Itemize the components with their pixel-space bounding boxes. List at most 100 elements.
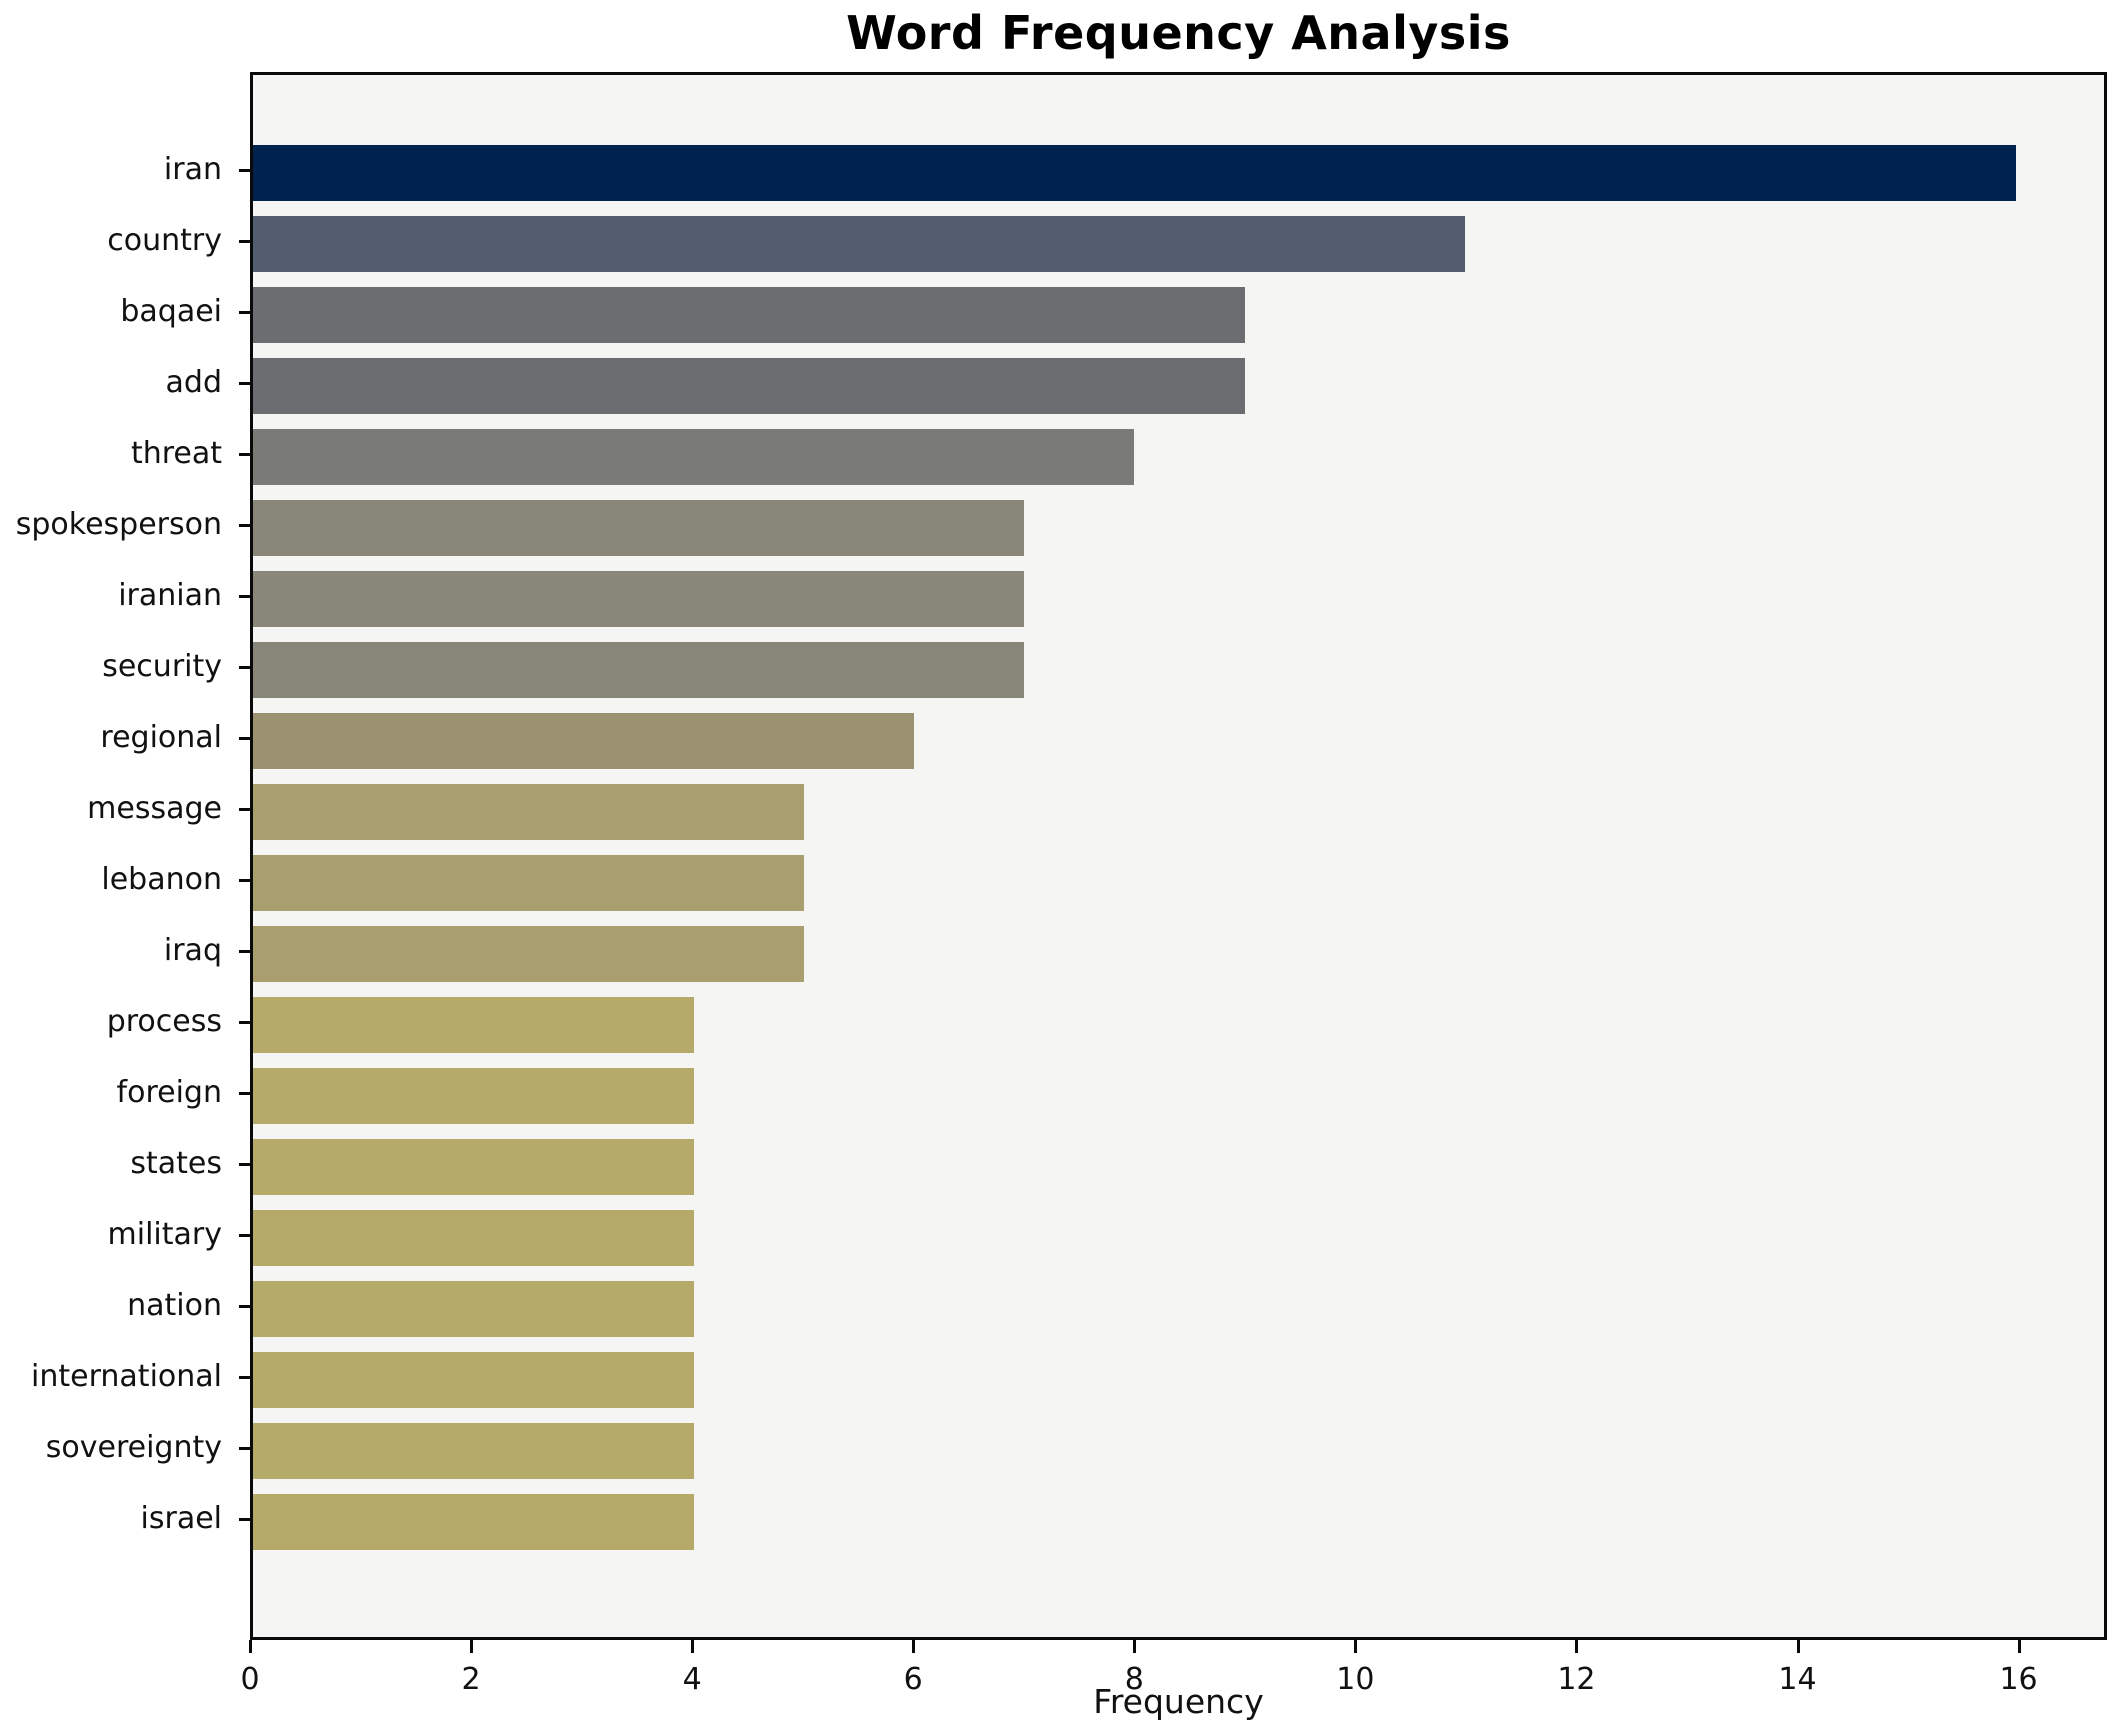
bar-row (253, 216, 2104, 272)
y-tick-mark (239, 879, 250, 882)
x-tick-mark (1575, 1640, 1579, 1653)
bar-row (253, 358, 2104, 414)
bar-regional (253, 713, 915, 769)
y-tick-mark (239, 950, 250, 953)
bar-row (253, 429, 2104, 485)
x-tick-mark (249, 1640, 252, 1653)
y-tick-label-country: country (107, 223, 222, 258)
y-tick-mark (239, 311, 250, 314)
y-tick-label-military: military (107, 1217, 222, 1252)
y-tick-label-security: security (102, 649, 222, 684)
y-tick-mark (239, 808, 250, 811)
x-tick-label-6: 6 (903, 1662, 923, 1697)
y-tick-mark (239, 382, 250, 385)
bar-security (253, 642, 1025, 698)
bar-row (253, 784, 2104, 840)
y-tick-mark (239, 737, 250, 740)
y-tick-mark (239, 524, 250, 527)
y-tick-label-nation: nation (127, 1288, 222, 1323)
x-tick-mark (1354, 1640, 1358, 1653)
y-tick-mark (239, 1305, 250, 1308)
y-tick-label-states: states (130, 1146, 222, 1181)
bar-process (253, 997, 694, 1053)
bar-row (253, 145, 2104, 201)
bar-nation (253, 1281, 694, 1337)
y-tick-mark (239, 666, 250, 669)
y-tick-label-iran: iran (163, 152, 222, 187)
x-tick-label-16: 16 (1999, 1662, 2038, 1697)
x-tick-label-8: 8 (1124, 1662, 1144, 1697)
y-tick-label-lebanon: lebanon (101, 862, 222, 897)
bar-row (253, 713, 2104, 769)
y-tick-label-add: add (165, 365, 222, 400)
bar-add (253, 358, 1245, 414)
bar-lebanon (253, 855, 804, 911)
bar-international (253, 1352, 694, 1408)
bar-foreign (253, 1068, 694, 1124)
bar-row (253, 1352, 2104, 1408)
x-tick-mark (691, 1640, 695, 1653)
plot-area (250, 72, 2107, 1640)
x-tick-label-2: 2 (461, 1662, 481, 1697)
bar-threat (253, 429, 1135, 485)
x-tick-mark (470, 1640, 474, 1653)
y-tick-mark (239, 1021, 250, 1024)
y-tick-mark (239, 1518, 250, 1521)
y-tick-label-israel: israel (140, 1501, 222, 1536)
y-tick-mark (239, 240, 250, 243)
chart-title: Word Frequency Analysis (846, 6, 1511, 60)
y-tick-mark (239, 1163, 250, 1166)
bar-row (253, 1423, 2104, 1479)
bar-row (253, 1068, 2104, 1124)
bar-row (253, 926, 2104, 982)
y-tick-mark (239, 1376, 250, 1379)
y-tick-label-baqaei: baqaei (120, 294, 222, 329)
bar-military (253, 1210, 694, 1266)
y-tick-label-message: message (87, 791, 222, 826)
bar-israel (253, 1494, 694, 1550)
y-tick-mark (239, 169, 250, 172)
x-tick-label-4: 4 (682, 1662, 702, 1697)
bar-iranian (253, 571, 1025, 627)
y-tick-label-regional: regional (100, 720, 222, 755)
x-tick-label-12: 12 (1557, 1662, 1596, 1697)
x-tick-mark (912, 1640, 916, 1653)
x-tick-label-0: 0 (240, 1662, 260, 1697)
bar-iran (253, 145, 2016, 201)
y-tick-label-iranian: iranian (118, 578, 222, 613)
bar-message (253, 784, 804, 840)
x-axis-label: Frequency (1093, 1682, 1264, 1721)
bar-spokesperson (253, 500, 1025, 556)
x-tick-label-14: 14 (1778, 1662, 1817, 1697)
y-tick-mark (239, 1092, 250, 1095)
bar-row (253, 997, 2104, 1053)
bar-row (253, 500, 2104, 556)
bar-row (253, 571, 2104, 627)
y-tick-label-international: international (31, 1359, 222, 1394)
bar-states (253, 1139, 694, 1195)
x-tick-mark (1796, 1640, 1800, 1653)
x-tick-mark (2017, 1640, 2021, 1653)
bar-iraq (253, 926, 804, 982)
y-tick-label-sovereignty: sovereignty (45, 1430, 222, 1465)
y-tick-mark (239, 453, 250, 456)
bar-row (253, 642, 2104, 698)
bar-row (253, 287, 2104, 343)
bar-row (253, 1494, 2104, 1550)
y-tick-mark (239, 1234, 250, 1237)
y-tick-mark (239, 1447, 250, 1450)
bar-baqaei (253, 287, 1245, 343)
x-tick-mark (1133, 1640, 1137, 1653)
y-tick-label-process: process (106, 1004, 222, 1039)
x-tick-label-10: 10 (1336, 1662, 1375, 1697)
bar-country (253, 216, 1465, 272)
y-tick-label-threat: threat (130, 436, 222, 471)
y-tick-label-spokesperson: spokesperson (15, 507, 222, 542)
bar-row (253, 1139, 2104, 1195)
y-tick-mark (239, 595, 250, 598)
bar-sovereignty (253, 1423, 694, 1479)
bar-row (253, 1210, 2104, 1266)
bar-row (253, 1281, 2104, 1337)
bar-row (253, 855, 2104, 911)
